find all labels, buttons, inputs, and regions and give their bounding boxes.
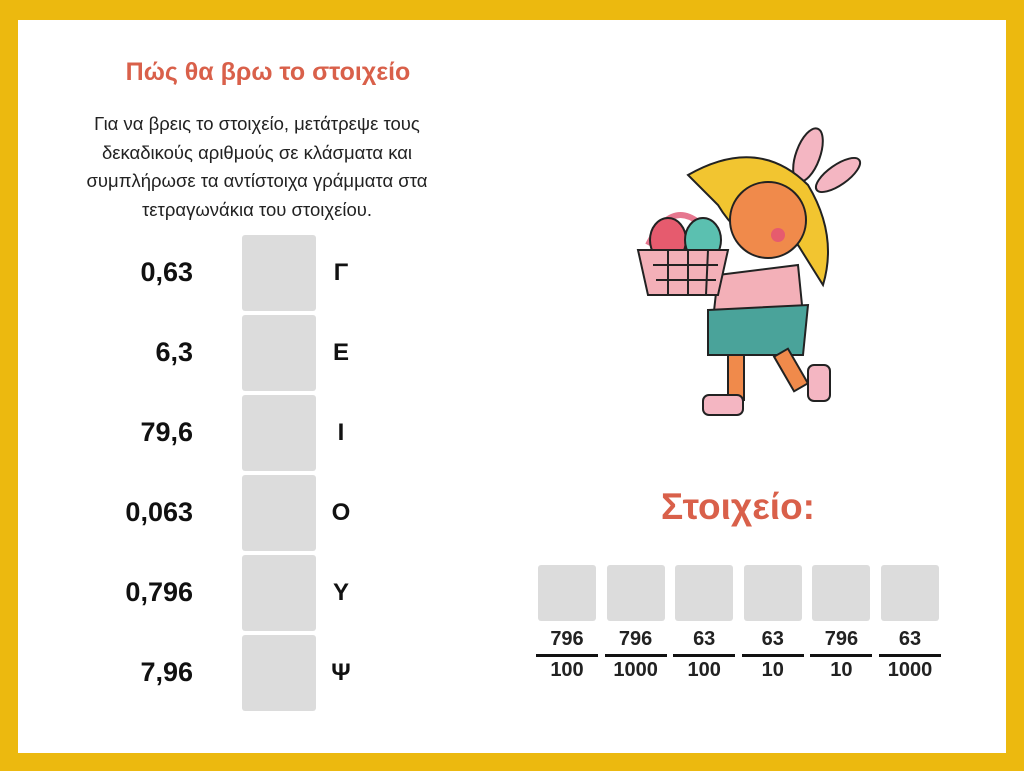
letter: Ε — [332, 339, 349, 366]
fraction-bar — [879, 654, 941, 657]
decimal-number: 0,063 — [125, 497, 193, 527]
answer-box — [242, 555, 316, 631]
denominator: 10 — [830, 659, 853, 681]
letter: Ι — [337, 419, 345, 446]
numerator: 63 — [761, 628, 784, 650]
fraction-bar — [741, 654, 804, 657]
denominator: 10 — [761, 659, 784, 681]
answer-box — [242, 315, 316, 391]
answer-box — [242, 475, 316, 551]
letter: Υ — [332, 579, 349, 606]
title: Πώς θα βρω το στοιχείο — [125, 58, 411, 86]
answer-box — [242, 395, 316, 471]
numerator: 796 — [618, 628, 653, 650]
numerator: 63 — [898, 628, 922, 650]
numerator: 796 — [824, 628, 859, 650]
letter-box — [606, 565, 665, 621]
letter-box — [812, 565, 871, 621]
answer-box — [242, 235, 316, 311]
numerator: 63 — [693, 628, 716, 650]
denominator: 1000 — [887, 659, 933, 681]
instructions: Για να βρεις το στοιχείο, μετάτρεψε τους… — [86, 113, 428, 220]
decimal-number: 6,3 — [155, 337, 193, 367]
answer-box — [242, 635, 316, 711]
letter-box — [743, 565, 802, 621]
decimal-number: 0,63 — [140, 257, 193, 287]
decimal-number: 0,796 — [125, 577, 193, 607]
letter: Γ — [333, 259, 349, 286]
denominator: 100 — [687, 659, 721, 681]
fraction-bar — [604, 654, 667, 657]
letter-box — [881, 565, 939, 621]
numerator: 796 — [550, 628, 584, 650]
letter-box — [675, 565, 734, 621]
fraction-bar — [673, 654, 736, 657]
decimal-number: 7,96 — [140, 657, 193, 687]
fraction-bar — [536, 654, 598, 657]
fraction-bar — [810, 654, 873, 657]
letter: Ο — [331, 499, 351, 526]
letter: Ψ — [331, 659, 351, 686]
decimal-number: 79,6 — [140, 417, 193, 447]
letter-box — [538, 565, 596, 621]
denominator: 100 — [550, 659, 584, 681]
answer-title: Στοιχείο: — [661, 486, 815, 527]
denominator: 1000 — [613, 659, 658, 681]
worksheet: Πώς θα βρω το στοιχείο Για να βρεις το σ… — [18, 20, 1006, 753]
illustration — [636, 127, 862, 416]
